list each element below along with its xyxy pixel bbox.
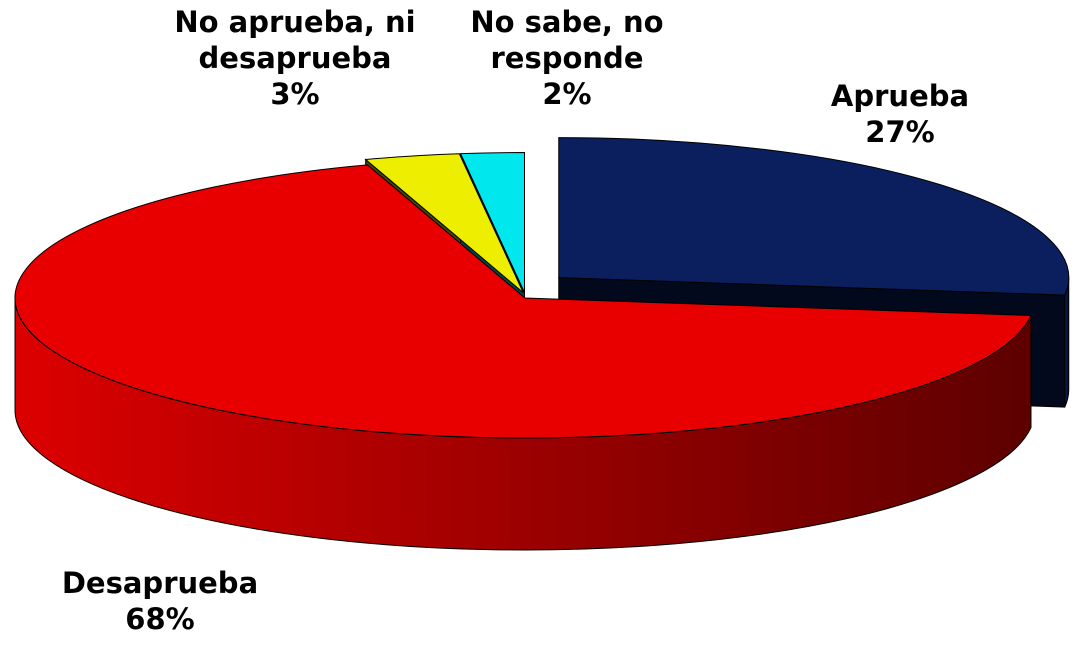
slice-label: No aprueba, ni desaprueba 3% xyxy=(160,4,430,112)
slice xyxy=(364,153,524,294)
value-label: 68% xyxy=(125,602,195,636)
value-label: 3% xyxy=(270,77,320,111)
category-label: Aprueba xyxy=(830,79,970,113)
slice xyxy=(14,164,1032,439)
slice-side xyxy=(1064,277,1070,408)
category-label: No aprueba, ni desaprueba xyxy=(174,5,416,75)
slice-label: Desaprueba 68% xyxy=(10,565,310,637)
slice xyxy=(558,137,1070,296)
category-label: Desaprueba xyxy=(61,566,259,600)
slice-label: Aprueba 27% xyxy=(750,78,1050,150)
value-label: 27% xyxy=(865,115,935,149)
category-label: No sabe, no responde xyxy=(470,5,664,75)
slice-label: No sabe, no responde 2% xyxy=(457,4,677,112)
slice xyxy=(459,152,525,293)
value-label: 2% xyxy=(542,77,592,111)
